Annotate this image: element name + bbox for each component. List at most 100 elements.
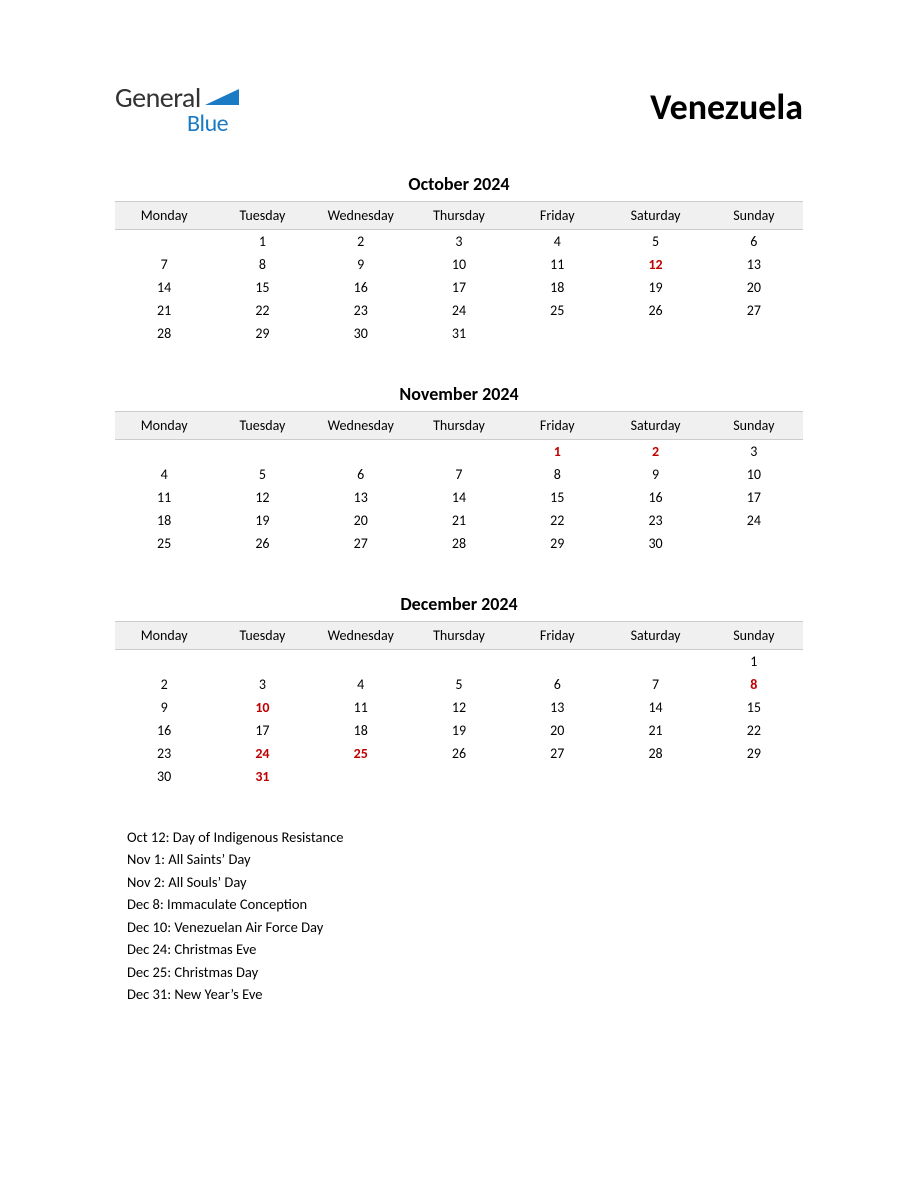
- calendar-table: MondayTuesdayWednesdayThursdayFridaySatu…: [115, 411, 803, 555]
- calendar-table: MondayTuesdayWednesdayThursdayFridaySatu…: [115, 621, 803, 788]
- day-cell: [312, 650, 410, 674]
- calendar-row: 2345678: [115, 673, 803, 696]
- calendar-row: 28293031: [115, 322, 803, 345]
- day-header: Tuesday: [213, 412, 311, 440]
- day-cell: 11: [508, 253, 606, 276]
- day-header: Friday: [508, 412, 606, 440]
- day-header: Sunday: [705, 412, 803, 440]
- holiday-entry: Nov 1: All Saints’ Day: [127, 848, 803, 870]
- day-cell: 26: [213, 532, 311, 555]
- day-cell: 2: [312, 230, 410, 254]
- day-header: Friday: [508, 622, 606, 650]
- calendar-row: 123456: [115, 230, 803, 254]
- calendar-row: 23242526272829: [115, 742, 803, 765]
- day-cell: 7: [115, 253, 213, 276]
- day-cell: 28: [115, 322, 213, 345]
- day-cell: 10: [705, 463, 803, 486]
- day-cell: 9: [115, 696, 213, 719]
- day-header: Saturday: [606, 202, 704, 230]
- day-cell: 4: [115, 463, 213, 486]
- day-header: Friday: [508, 202, 606, 230]
- day-header: Thursday: [410, 412, 508, 440]
- day-cell: [213, 440, 311, 464]
- logo-text-blue: Blue: [187, 109, 228, 138]
- month-block: October 2024MondayTuesdayWednesdayThursd…: [115, 173, 803, 345]
- day-cell: 2: [115, 673, 213, 696]
- day-header: Sunday: [705, 202, 803, 230]
- day-cell: 14: [606, 696, 704, 719]
- calendar-row: 18192021222324: [115, 509, 803, 532]
- day-cell: 30: [115, 765, 213, 788]
- day-cell: 29: [705, 742, 803, 765]
- day-cell: [410, 765, 508, 788]
- day-cell: 19: [213, 509, 311, 532]
- calendar-row: 16171819202122: [115, 719, 803, 742]
- day-cell: 19: [606, 276, 704, 299]
- day-cell: 16: [312, 276, 410, 299]
- month-block: December 2024MondayTuesdayWednesdayThurs…: [115, 593, 803, 788]
- day-cell: [115, 650, 213, 674]
- holiday-entry: Dec 25: Christmas Day: [127, 961, 803, 983]
- day-cell: 15: [705, 696, 803, 719]
- holiday-entry: Dec 31: New Year’s Eve: [127, 983, 803, 1005]
- day-cell: [312, 440, 410, 464]
- day-cell: 30: [606, 532, 704, 555]
- day-cell: 17: [213, 719, 311, 742]
- day-cell-holiday: 25: [312, 742, 410, 765]
- day-cell: 27: [508, 742, 606, 765]
- day-cell: 20: [312, 509, 410, 532]
- day-cell: 8: [508, 463, 606, 486]
- day-cell: 13: [705, 253, 803, 276]
- day-cell: 4: [312, 673, 410, 696]
- day-cell-holiday: 10: [213, 696, 311, 719]
- holiday-entry: Oct 12: Day of Indigenous Resistance: [127, 826, 803, 848]
- day-cell: 18: [508, 276, 606, 299]
- day-cell: 17: [410, 276, 508, 299]
- day-cell: 5: [213, 463, 311, 486]
- holiday-entry: Dec 24: Christmas Eve: [127, 938, 803, 960]
- month-block: November 2024MondayTuesdayWednesdayThurs…: [115, 383, 803, 555]
- day-cell: 12: [410, 696, 508, 719]
- day-cell: [606, 765, 704, 788]
- calendar-row: 252627282930: [115, 532, 803, 555]
- day-cell: 18: [312, 719, 410, 742]
- day-cell: 15: [213, 276, 311, 299]
- day-cell: 20: [705, 276, 803, 299]
- day-cell: 31: [410, 322, 508, 345]
- day-cell: 10: [410, 253, 508, 276]
- country-title: Venezuela: [650, 85, 803, 129]
- day-cell: 6: [508, 673, 606, 696]
- day-cell: 5: [606, 230, 704, 254]
- day-cell: 11: [312, 696, 410, 719]
- holiday-entry: Dec 8: Immaculate Conception: [127, 893, 803, 915]
- day-cell: 23: [312, 299, 410, 322]
- day-cell: 27: [312, 532, 410, 555]
- holiday-entry: Nov 2: All Souls’ Day: [127, 871, 803, 893]
- day-cell: 14: [115, 276, 213, 299]
- logo: General Blue: [115, 80, 239, 138]
- day-cell: 24: [705, 509, 803, 532]
- day-cell: 25: [115, 532, 213, 555]
- day-cell: 28: [606, 742, 704, 765]
- day-header: Sunday: [705, 622, 803, 650]
- day-cell: 5: [410, 673, 508, 696]
- day-cell: 13: [312, 486, 410, 509]
- day-cell: 8: [213, 253, 311, 276]
- day-cell: 26: [606, 299, 704, 322]
- day-header: Wednesday: [312, 202, 410, 230]
- day-header: Thursday: [410, 622, 508, 650]
- day-cell: 19: [410, 719, 508, 742]
- day-cell: [508, 322, 606, 345]
- day-cell: 18: [115, 509, 213, 532]
- day-cell: 3: [705, 440, 803, 464]
- day-cell: 28: [410, 532, 508, 555]
- day-cell: 14: [410, 486, 508, 509]
- day-cell: [705, 765, 803, 788]
- day-cell: 1: [705, 650, 803, 674]
- page-header: General Blue Venezuela: [115, 80, 803, 138]
- day-cell: 7: [410, 463, 508, 486]
- day-cell: 20: [508, 719, 606, 742]
- day-cell: 21: [115, 299, 213, 322]
- day-cell: [606, 650, 704, 674]
- day-cell: 26: [410, 742, 508, 765]
